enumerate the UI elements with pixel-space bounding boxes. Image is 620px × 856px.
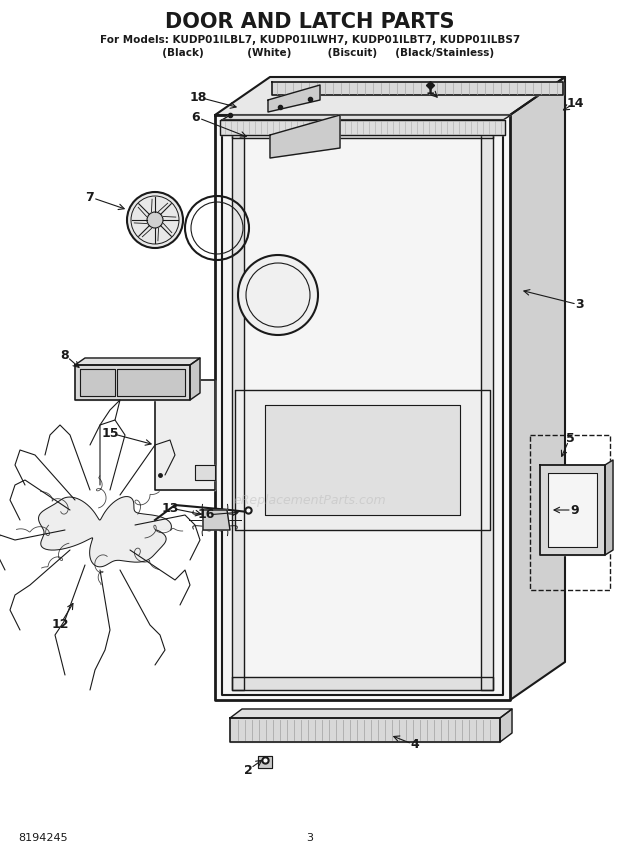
Polygon shape xyxy=(500,709,512,742)
Text: 7: 7 xyxy=(86,191,94,204)
Polygon shape xyxy=(222,120,503,695)
Polygon shape xyxy=(268,85,320,112)
Polygon shape xyxy=(222,115,511,120)
Polygon shape xyxy=(220,120,505,135)
Polygon shape xyxy=(232,677,493,690)
Polygon shape xyxy=(155,380,215,490)
Polygon shape xyxy=(215,115,510,700)
Polygon shape xyxy=(38,496,171,567)
Circle shape xyxy=(147,212,163,228)
Polygon shape xyxy=(232,125,493,138)
Polygon shape xyxy=(75,365,190,400)
Text: For Models: KUDP01ILBL7, KUDP01ILWH7, KUDP01ILBT7, KUDP01ILBS7: For Models: KUDP01ILBL7, KUDP01ILWH7, KU… xyxy=(100,35,520,45)
Polygon shape xyxy=(235,390,490,530)
Polygon shape xyxy=(75,358,200,365)
Polygon shape xyxy=(117,369,185,396)
Polygon shape xyxy=(190,358,200,400)
Text: 14: 14 xyxy=(566,97,584,110)
Polygon shape xyxy=(232,125,244,690)
Polygon shape xyxy=(265,405,460,515)
Polygon shape xyxy=(605,460,613,555)
Text: 6: 6 xyxy=(192,110,200,123)
Text: 12: 12 xyxy=(51,619,69,632)
Circle shape xyxy=(127,192,183,248)
Polygon shape xyxy=(230,718,500,742)
Polygon shape xyxy=(510,77,565,700)
Text: 13: 13 xyxy=(161,502,179,514)
Polygon shape xyxy=(270,115,340,158)
Text: 16: 16 xyxy=(197,508,215,521)
Text: 3: 3 xyxy=(306,833,314,843)
Text: 2: 2 xyxy=(244,764,252,776)
Polygon shape xyxy=(215,77,565,115)
Circle shape xyxy=(238,255,318,335)
Text: 9: 9 xyxy=(570,503,579,516)
Text: DOOR AND LATCH PARTS: DOOR AND LATCH PARTS xyxy=(166,12,454,32)
Text: 5: 5 xyxy=(565,431,574,444)
Text: 1: 1 xyxy=(425,84,435,97)
Text: 8: 8 xyxy=(61,348,69,361)
Polygon shape xyxy=(481,125,493,690)
Polygon shape xyxy=(80,369,115,396)
Text: 4: 4 xyxy=(410,739,419,752)
Text: 8194245: 8194245 xyxy=(18,833,68,843)
Text: eReplacementParts.com: eReplacementParts.com xyxy=(234,494,386,507)
Polygon shape xyxy=(195,465,215,480)
Polygon shape xyxy=(258,756,272,768)
Text: (Black)            (White)          (Biscuit)     (Black/Stainless): (Black) (White) (Biscuit) (Black/Stainle… xyxy=(126,48,494,58)
Polygon shape xyxy=(230,709,512,718)
Text: 15: 15 xyxy=(101,426,119,439)
Polygon shape xyxy=(548,473,597,547)
Polygon shape xyxy=(272,82,563,95)
Text: 3: 3 xyxy=(576,299,584,312)
Polygon shape xyxy=(203,510,230,530)
Polygon shape xyxy=(540,465,605,555)
Text: 18: 18 xyxy=(189,91,206,104)
